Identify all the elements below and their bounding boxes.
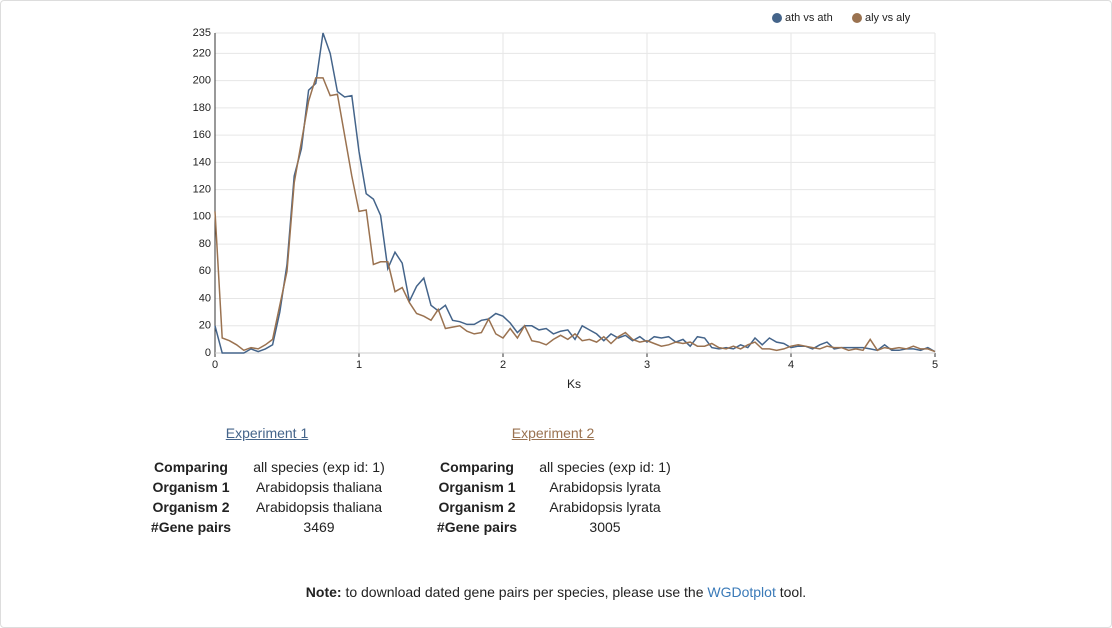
legend-label: aly vs aly bbox=[865, 12, 911, 24]
y-tick-label: 20 bbox=[199, 320, 211, 332]
y-tick-label: 220 bbox=[193, 47, 211, 59]
y-tick-label: 180 bbox=[193, 102, 211, 114]
y-tick-label: 235 bbox=[193, 27, 211, 39]
y-tick-label: 60 bbox=[199, 265, 211, 277]
row-value: 3005 bbox=[589, 519, 621, 535]
row-value: Arabidopsis thaliana bbox=[255, 479, 383, 495]
x-tick-label: 4 bbox=[788, 359, 794, 371]
x-tick-label: 2 bbox=[500, 359, 506, 371]
row-value: Arabidopsis lyrata bbox=[549, 499, 661, 515]
y-tick-label: 200 bbox=[193, 75, 211, 87]
x-tick-label: 5 bbox=[932, 359, 938, 371]
wgdotplot-link[interactable]: WGDotplot bbox=[707, 584, 776, 600]
y-tick-label: 100 bbox=[193, 211, 211, 223]
note-label: Note: bbox=[305, 584, 342, 600]
row-value: Arabidopsis thaliana bbox=[255, 499, 383, 515]
legend-marker bbox=[772, 13, 782, 23]
y-tick-label: 0 bbox=[205, 347, 211, 359]
y-tick-label: 120 bbox=[193, 184, 211, 196]
row-label: #Gene pairs bbox=[150, 519, 232, 535]
legend-marker bbox=[852, 13, 862, 23]
row-value: Arabidopsis lyrata bbox=[549, 479, 661, 495]
x-axis-label: Ks bbox=[567, 377, 581, 391]
row-label: Comparing bbox=[440, 459, 514, 475]
row-label: Comparing bbox=[154, 459, 228, 475]
row-value: all species (exp id: 1) bbox=[253, 459, 385, 475]
row-label: Organism 2 bbox=[152, 499, 230, 515]
line-series bbox=[214, 77, 936, 353]
note: Note: to download dated gene pairs per s… bbox=[1, 584, 1111, 600]
x-tick-label: 3 bbox=[644, 359, 650, 371]
x-tick-label: 0 bbox=[212, 359, 218, 371]
row-value: all species (exp id: 1) bbox=[539, 459, 671, 475]
row-label: Organism 1 bbox=[152, 479, 230, 495]
experiment-link[interactable]: Experiment 1 bbox=[225, 425, 309, 441]
experiment-link[interactable]: Experiment 2 bbox=[511, 425, 595, 441]
y-tick-label: 40 bbox=[199, 292, 211, 304]
x-tick-label: 1 bbox=[356, 359, 362, 371]
legend-label: ath vs ath bbox=[785, 12, 833, 24]
note-text: to download dated gene pairs per species… bbox=[341, 584, 708, 600]
y-tick-label: 80 bbox=[199, 238, 211, 250]
row-value: 3469 bbox=[303, 519, 335, 535]
y-tick-label: 160 bbox=[193, 129, 211, 141]
row-label: #Gene pairs bbox=[436, 519, 518, 535]
note-suffix: tool. bbox=[775, 584, 807, 600]
y-tick-label: 140 bbox=[193, 156, 211, 168]
row-label: Organism 1 bbox=[438, 479, 516, 495]
row-label: Organism 2 bbox=[438, 499, 516, 515]
